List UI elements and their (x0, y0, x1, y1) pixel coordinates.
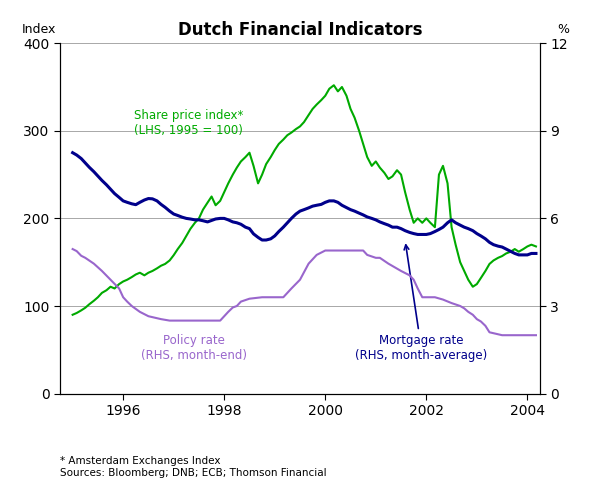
Text: Index: Index (22, 23, 56, 36)
Text: Policy rate
(RHS, month-end): Policy rate (RHS, month-end) (141, 334, 247, 362)
Title: Dutch Financial Indicators: Dutch Financial Indicators (178, 21, 422, 39)
Text: * Amsterdam Exchanges Index
Sources: Bloomberg; DNB; ECB; Thomson Financial: * Amsterdam Exchanges Index Sources: Blo… (60, 456, 326, 478)
Text: Mortgage rate
(RHS, month-average): Mortgage rate (RHS, month-average) (355, 245, 487, 362)
Text: Share price index*
(LHS, 1995 = 100): Share price index* (LHS, 1995 = 100) (134, 109, 244, 137)
Text: %: % (557, 23, 569, 36)
